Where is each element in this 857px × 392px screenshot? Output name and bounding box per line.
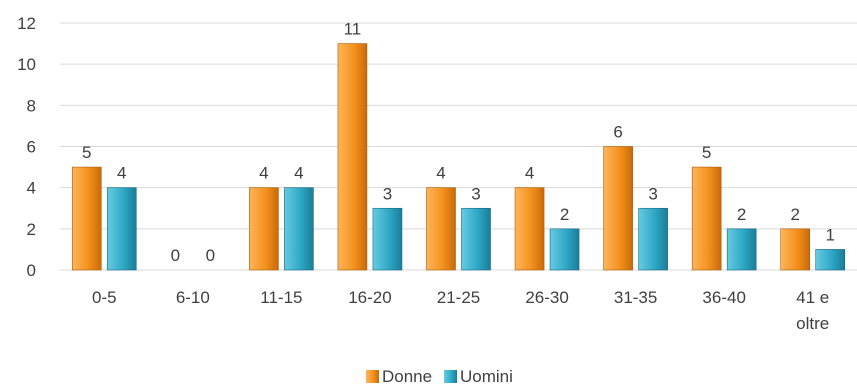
x-category-label: 6-10 — [176, 288, 210, 307]
bar-donne-11-15 — [249, 187, 279, 271]
bar-donne-21-25 — [426, 187, 456, 271]
data-label-uomini: 1 — [825, 225, 834, 244]
x-category-label: 31-35 — [614, 288, 657, 307]
y-tick-label: 0 — [27, 261, 36, 280]
y-tick-label: 4 — [27, 179, 36, 198]
x-category-label: 41 e oltre — [796, 288, 829, 333]
bar-uomini-31-35 — [638, 207, 668, 271]
data-label-donne: 4 — [525, 164, 534, 183]
bar-uomini-26-30 — [549, 228, 580, 271]
gridlines — [60, 22, 857, 271]
y-axis-tick-labels: 0 2 4 6 8 10 12 — [17, 14, 36, 280]
bar-uomini-11-15 — [284, 187, 314, 271]
data-label-donne: 11 — [344, 20, 362, 39]
x-category-label: 11-15 — [260, 288, 302, 307]
bar-donne-0-5 — [71, 166, 102, 271]
data-label-donne: 0 — [171, 246, 180, 265]
y-tick-label: 12 — [17, 14, 36, 33]
x-category-label: 0-5 — [92, 288, 117, 307]
data-labels: 5 4 0 0 4 4 11 3 4 3 4 2 6 3 5 2 2 1 — [82, 20, 835, 265]
legend-label-uomini: Uomini — [460, 367, 513, 386]
data-label-donne: 5 — [82, 143, 91, 162]
bars — [71, 43, 846, 271]
legend: Donne Uomini — [366, 367, 513, 386]
data-label-uomini: 3 — [471, 184, 480, 203]
y-tick-label: 6 — [27, 138, 36, 157]
data-label-donne: 4 — [259, 164, 268, 183]
y-tick-label: 2 — [27, 220, 36, 239]
x-category-label: 26-30 — [525, 288, 568, 307]
data-label-donne: 4 — [436, 164, 445, 183]
data-label-donne: 5 — [702, 143, 711, 162]
data-label-uomini: 3 — [648, 184, 657, 203]
data-label-donne: 2 — [790, 205, 799, 224]
data-label-uomini: 2 — [560, 205, 569, 224]
y-tick-label: 8 — [27, 96, 36, 115]
legend-swatch-donne — [366, 370, 379, 383]
legend-label-donne: Donne — [382, 367, 432, 386]
data-label-donne: 6 — [613, 123, 622, 142]
data-label-uomini: 0 — [206, 246, 215, 265]
bar-uomini-16-20 — [372, 207, 403, 271]
bar-uomini-0-5 — [106, 187, 137, 271]
data-label-uomini: 2 — [737, 205, 746, 224]
data-label-uomini: 4 — [294, 164, 303, 183]
bar-donne-31-35 — [603, 146, 633, 271]
bar-donne-26-30 — [514, 187, 545, 271]
bar-donne-16-20 — [337, 43, 368, 271]
bar-donne-36-40 — [691, 166, 722, 271]
data-label-uomini: 4 — [117, 164, 126, 183]
bar-uomini-36-40 — [726, 228, 757, 271]
x-category-label: 21-25 — [437, 288, 480, 307]
y-tick-label: 10 — [17, 55, 36, 74]
x-category-label: 36-40 — [702, 288, 745, 307]
bar-uomini-21-25 — [461, 207, 491, 271]
data-label-uomini: 3 — [383, 184, 392, 203]
bar-donne-41-e-oltre — [780, 228, 811, 271]
bar-uomini-41-e-oltre — [815, 249, 846, 271]
x-category-label: 16-20 — [348, 288, 391, 307]
legend-swatch-uomini — [444, 370, 457, 383]
x-axis-category-labels: 0-5 6-10 11-15 16-20 21-25 26-30 31-35 36-40 41 … — [92, 288, 829, 333]
